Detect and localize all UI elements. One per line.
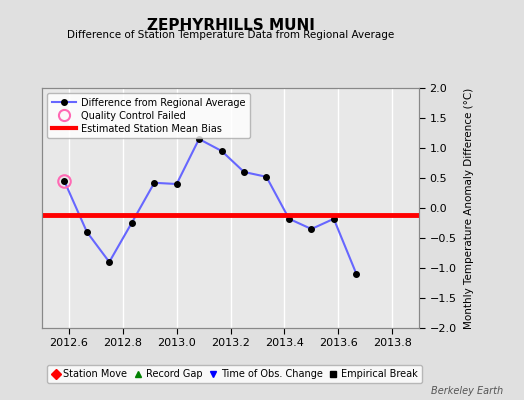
Text: Berkeley Earth: Berkeley Earth — [431, 386, 503, 396]
Legend: Station Move, Record Gap, Time of Obs. Change, Empirical Break: Station Move, Record Gap, Time of Obs. C… — [47, 365, 422, 383]
Y-axis label: Monthly Temperature Anomaly Difference (°C): Monthly Temperature Anomaly Difference (… — [464, 87, 474, 329]
Text: Difference of Station Temperature Data from Regional Average: Difference of Station Temperature Data f… — [67, 30, 394, 40]
Text: ZEPHYRHILLS MUNI: ZEPHYRHILLS MUNI — [147, 18, 314, 33]
